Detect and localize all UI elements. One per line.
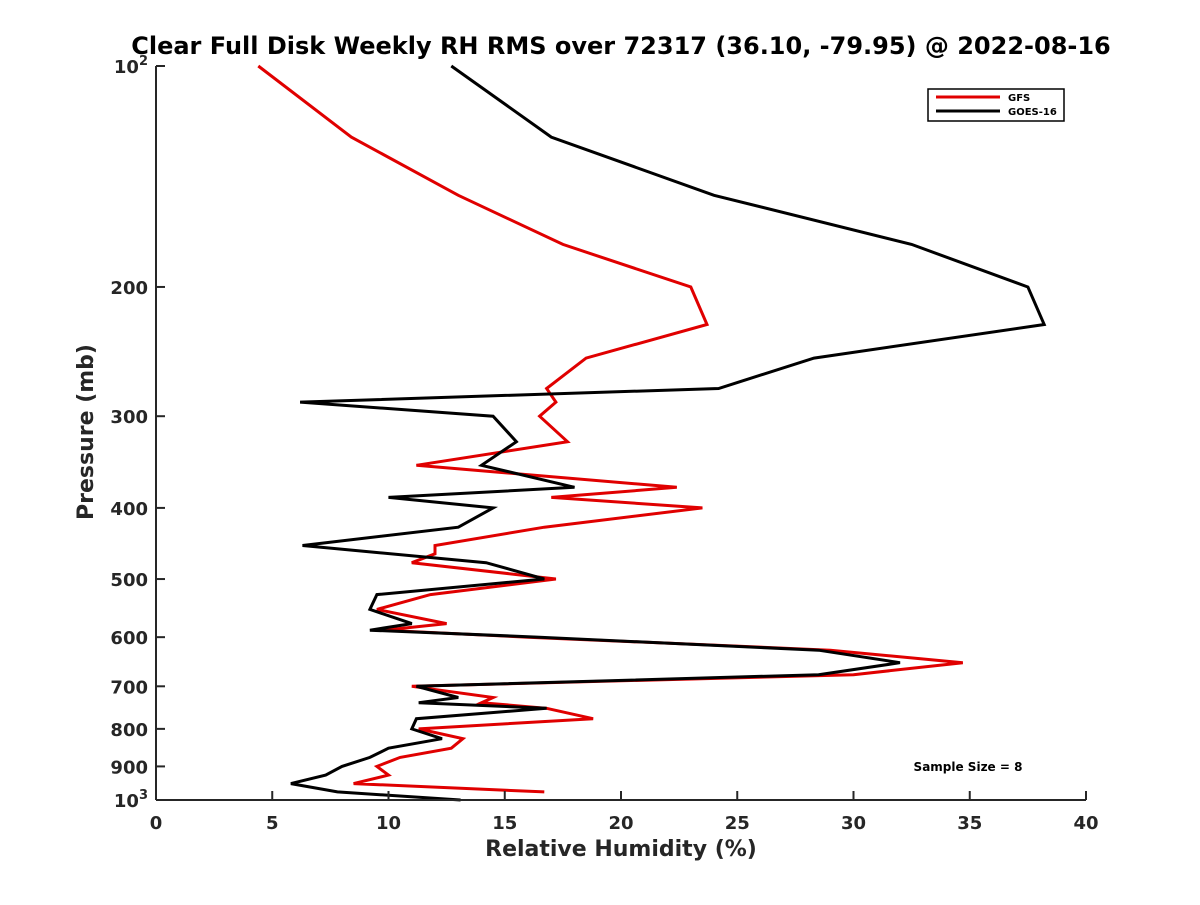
legend: GFS GOES-16 bbox=[927, 88, 1065, 122]
y-tick-label: 500 bbox=[110, 570, 148, 591]
chart-title: Clear Full Disk Weekly RH RMS over 72317… bbox=[131, 32, 1111, 60]
y-tick-label: 200 bbox=[110, 278, 148, 299]
sample-size-annotation: Sample Size = 8 bbox=[914, 760, 1023, 774]
series-line-gfs bbox=[257, 64, 963, 794]
x-tick-label: 15 bbox=[492, 813, 517, 834]
x-tick-label: 40 bbox=[1073, 813, 1098, 834]
y-tick-label: 800 bbox=[110, 720, 148, 741]
y-tick-label: 900 bbox=[110, 757, 148, 778]
legend-label-goes-16: GOES-16 bbox=[1008, 107, 1057, 118]
x-tick-label: 20 bbox=[608, 813, 633, 834]
x-tick-label: 5 bbox=[266, 813, 279, 834]
x-tick-label: 25 bbox=[725, 813, 750, 834]
y-tick-label: 400 bbox=[110, 499, 148, 520]
y-axis-label: Pressure (mb) bbox=[74, 344, 99, 520]
legend-box bbox=[927, 88, 1065, 122]
legend-label-gfs: GFS bbox=[1008, 93, 1030, 104]
y-tick-label: 300 bbox=[110, 407, 148, 428]
series-line-goes-16 bbox=[290, 64, 1047, 802]
y-tick-label: 600 bbox=[110, 628, 148, 649]
x-axis-label: Relative Humidity (%) bbox=[485, 837, 757, 862]
x-tick-label: 30 bbox=[841, 813, 866, 834]
x-tick-label: 0 bbox=[150, 813, 163, 834]
x-tick-label: 10 bbox=[376, 813, 401, 834]
axes: 0 5 10 15 20 25 30 35 40102200300400500600700800… bbox=[110, 54, 1098, 834]
y-tick-label: 700 bbox=[110, 677, 148, 698]
plot-area bbox=[257, 64, 1047, 802]
x-tick-label: 35 bbox=[957, 813, 982, 834]
